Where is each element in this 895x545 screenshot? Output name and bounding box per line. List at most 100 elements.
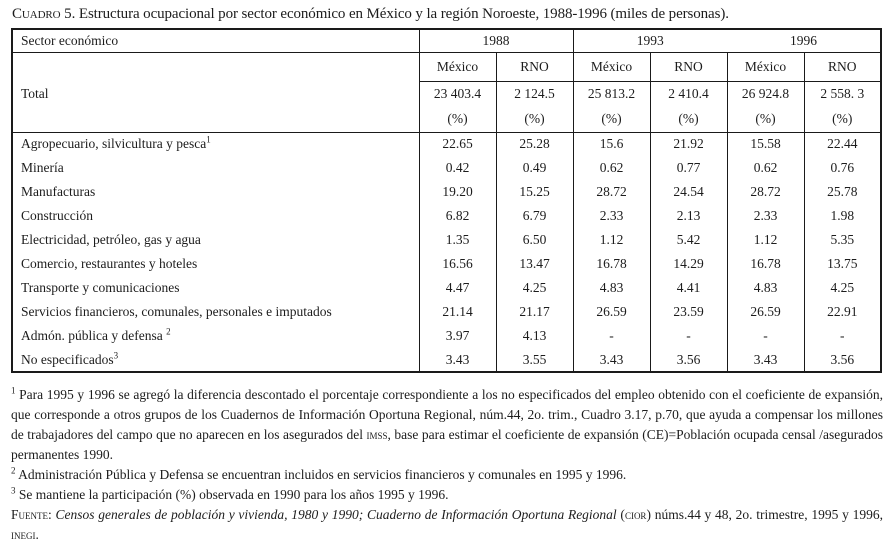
data-cell: 14.29 bbox=[649, 252, 727, 276]
table-caption-number: Cuadro 5. bbox=[12, 6, 76, 22]
data-cell: 3.56 bbox=[649, 348, 727, 372]
imss-smallcaps: imss bbox=[366, 427, 388, 442]
percent-cell: (%) bbox=[726, 107, 804, 133]
table-row-comercio: Comercio, restaurantes y hoteles 16.56 1… bbox=[12, 252, 881, 276]
data-cell: 3.43 bbox=[418, 348, 496, 372]
total-cell: 2 410.4 bbox=[649, 81, 727, 107]
row-label: No especificados3 bbox=[21, 350, 119, 367]
data-cell: 2.33 bbox=[726, 204, 804, 228]
table-row-transporte: Transporte y comunicaciones 4.47 4.25 4.… bbox=[12, 276, 881, 300]
data-cell: 26.59 bbox=[572, 300, 650, 324]
row-label: Electricidad, petróleo, gas y agua bbox=[21, 232, 201, 247]
table-row-mineria: Minería 0.42 0.49 0.62 0.77 0.62 0.76 bbox=[12, 156, 881, 180]
year-header-1988: 1988 bbox=[418, 29, 574, 53]
footnote-marker: 3 bbox=[113, 350, 119, 360]
data-cell: 23.59 bbox=[649, 300, 727, 324]
data-cell: 1.12 bbox=[572, 228, 650, 252]
data-cell: 26.59 bbox=[726, 300, 804, 324]
table-caption-text: Estructura ocupacional por sector económ… bbox=[78, 6, 729, 22]
footnote-marker: 2 bbox=[166, 326, 171, 337]
data-cell: 5.42 bbox=[649, 228, 727, 252]
footnote-2-marker: 2 bbox=[11, 465, 16, 476]
footnote-1: 1 Para 1995 y 1996 se agregó la diferenc… bbox=[11, 385, 883, 462]
data-cell: 22.44 bbox=[803, 132, 881, 156]
data-cell: - bbox=[649, 324, 727, 348]
year-header-row: Sector económico 1988 1993 1996 bbox=[12, 29, 881, 53]
data-cell: 15.25 bbox=[495, 180, 573, 204]
percent-row: (%) (%) (%) (%) (%) (%) bbox=[12, 107, 881, 133]
table-row-agropecuario: Agropecuario, silvicultura y pesca1 22.6… bbox=[12, 132, 881, 156]
cior-smallcaps: cior bbox=[624, 507, 647, 522]
data-cell: 15.58 bbox=[726, 132, 804, 156]
data-cell: 21.14 bbox=[418, 300, 496, 324]
row-label: Construcción bbox=[21, 208, 93, 223]
data-cell: 28.72 bbox=[572, 180, 650, 204]
total-cell: 2 558. 3 bbox=[803, 81, 881, 107]
occupational-structure-table: Sector económico 1988 1993 1996 México R… bbox=[11, 28, 882, 373]
data-cell: - bbox=[572, 324, 650, 348]
year-header-1996: 1996 bbox=[727, 29, 881, 53]
data-cell: 1.35 bbox=[418, 228, 496, 252]
footnote-1-marker: 1 bbox=[11, 385, 16, 396]
data-cell: 3.43 bbox=[572, 348, 650, 372]
data-cell: 1.12 bbox=[726, 228, 804, 252]
data-cell: 16.78 bbox=[572, 252, 650, 276]
data-cell: 19.20 bbox=[418, 180, 496, 204]
row-label: Total bbox=[21, 86, 49, 101]
data-cell: 24.54 bbox=[649, 180, 727, 204]
row-label: Transporte y comunicaciones bbox=[21, 280, 180, 295]
data-cell: 3.97 bbox=[418, 324, 496, 348]
data-cell: 6.50 bbox=[495, 228, 573, 252]
data-cell: 2.33 bbox=[572, 204, 650, 228]
data-cell: 13.75 bbox=[803, 252, 881, 276]
row-label: Manufacturas bbox=[21, 184, 96, 199]
source-label: Fuente: bbox=[11, 507, 52, 522]
table-row-no-especificados: No especificados3 3.43 3.55 3.43 3.56 3.… bbox=[12, 348, 881, 372]
data-cell: 6.82 bbox=[418, 204, 496, 228]
col-header-mexico-1996: México bbox=[726, 52, 804, 82]
data-cell: 0.62 bbox=[572, 156, 650, 180]
total-cell: 26 924.8 bbox=[726, 81, 804, 107]
data-cell: 16.78 bbox=[726, 252, 804, 276]
data-cell: 2.13 bbox=[649, 204, 727, 228]
data-cell: 21.92 bbox=[649, 132, 727, 156]
data-cell: 4.25 bbox=[495, 276, 573, 300]
data-cell: 3.43 bbox=[726, 348, 804, 372]
total-cell: 25 813.2 bbox=[572, 81, 650, 107]
data-cell: 6.79 bbox=[495, 204, 573, 228]
data-cell: 0.77 bbox=[649, 156, 727, 180]
percent-cell: (%) bbox=[649, 107, 727, 133]
data-cell: 4.41 bbox=[649, 276, 727, 300]
row-label: Servicios financieros, comunales, person… bbox=[21, 304, 332, 319]
row-label: Agropecuario, silvicultura y pesca1 bbox=[21, 134, 211, 152]
col-header-mexico-1993: México bbox=[572, 52, 650, 82]
data-cell: 5.35 bbox=[803, 228, 881, 252]
row-label: Minería bbox=[21, 160, 64, 175]
data-cell: 1.98 bbox=[803, 204, 881, 228]
data-cell: - bbox=[726, 324, 804, 348]
percent-cell: (%) bbox=[418, 107, 496, 133]
data-cell: 4.83 bbox=[726, 276, 804, 300]
total-cell: 23 403.4 bbox=[418, 81, 496, 107]
col-header-rno-1988: RNO bbox=[495, 52, 573, 82]
source-titles-italic: Censos generales de población y vivienda… bbox=[51, 507, 617, 522]
data-cell: 3.55 bbox=[495, 348, 573, 372]
footnotes-block: 1 Para 1995 y 1996 se agregó la diferenc… bbox=[11, 385, 883, 545]
data-cell: 0.42 bbox=[418, 156, 496, 180]
footnote-3-marker: 3 bbox=[11, 485, 16, 496]
data-cell: 13.47 bbox=[495, 252, 573, 276]
table-row-construccion: Construcción 6.82 6.79 2.33 2.13 2.33 1.… bbox=[12, 204, 881, 228]
col-header-rno-1996: RNO bbox=[803, 52, 881, 82]
footnote-3: 3 Se mantiene la participación (%) obser… bbox=[11, 485, 449, 502]
data-cell: 4.47 bbox=[418, 276, 496, 300]
region-header-row: México RNO México RNO México RNO bbox=[12, 52, 881, 82]
percent-cell: (%) bbox=[495, 107, 573, 133]
data-cell: 15.6 bbox=[572, 132, 650, 156]
data-cell: - bbox=[803, 324, 881, 348]
empty-cell bbox=[12, 107, 419, 133]
total-row: Total 23 403.4 2 124.5 25 813.2 2 410.4 … bbox=[12, 81, 881, 107]
percent-cell: (%) bbox=[803, 107, 881, 133]
year-header-1993: 1993 bbox=[573, 29, 727, 53]
table-row-servicios: Servicios financieros, comunales, person… bbox=[12, 300, 881, 324]
